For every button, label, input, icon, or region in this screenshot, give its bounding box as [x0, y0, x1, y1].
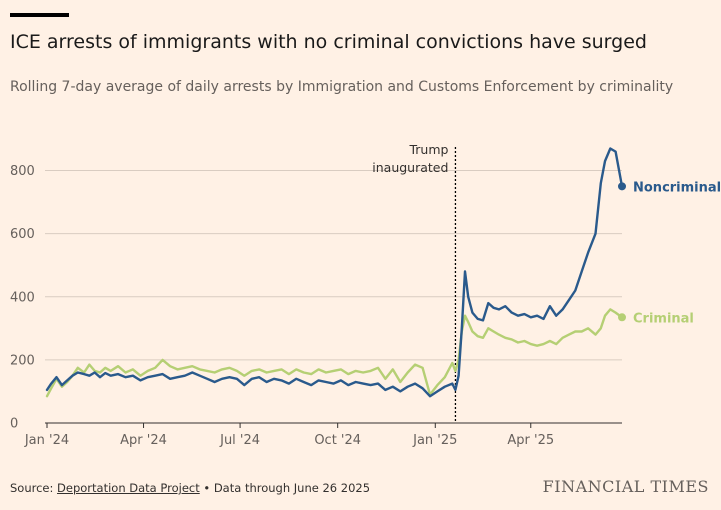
chart-subtitle: Rolling 7-day average of daily arrests b…	[10, 79, 674, 95]
y-tick-label-600: 600	[10, 227, 35, 242]
series-end-dot-criminal	[618, 313, 626, 322]
y-tick-label-400: 400	[10, 290, 35, 305]
inauguration-annotation: Trump inaugurated	[372, 142, 457, 423]
series-end-labels: Noncriminal Criminal	[618, 180, 721, 326]
y-tick-label-200: 200	[10, 353, 35, 368]
y-tick-label-800: 800	[10, 164, 35, 179]
source-note: Source: Deportation Data Project • Data …	[10, 481, 370, 495]
source-suffix: • Data through June 26 2025	[199, 481, 371, 495]
x-axis-tick-labels: Jan '24 Apr '24 Jul '24 Oct '24 Jan '25 Apr '…	[24, 423, 554, 448]
x-tick-label-0: Jan '24	[24, 433, 69, 448]
series-line-noncriminal	[45, 147, 624, 398]
source-link[interactable]: Deportation Data Project	[57, 481, 200, 495]
gridlines	[45, 170, 622, 424]
y-axis-tick-labels: 0 200 400 600 800	[10, 164, 35, 431]
ft-logo: FINANCIAL TIMES	[542, 477, 709, 496]
source-prefix: Source:	[10, 481, 58, 495]
chart-title: ICE arrests of immigrants with no crimin…	[10, 31, 647, 53]
x-tick-label-1: Apr '24	[120, 433, 167, 448]
y-tick-label-0: 0	[10, 417, 18, 432]
series-lines	[45, 147, 624, 398]
x-tick-label-3: Oct '24	[314, 433, 361, 448]
series-line-criminal	[45, 308, 624, 398]
annotation-line-1: Trump	[408, 142, 448, 157]
series-end-dot-noncriminal	[618, 182, 626, 191]
annotation-line-2: inaugurated	[372, 160, 448, 175]
series-label-criminal: Criminal	[633, 311, 694, 326]
ft-top-bar	[10, 13, 69, 17]
x-tick-label-2: Jul '24	[219, 433, 260, 448]
series-label-noncriminal: Noncriminal	[633, 180, 721, 195]
x-tick-label-4: Jan '25	[412, 433, 457, 448]
x-tick-label-5: Apr '25	[507, 433, 554, 448]
